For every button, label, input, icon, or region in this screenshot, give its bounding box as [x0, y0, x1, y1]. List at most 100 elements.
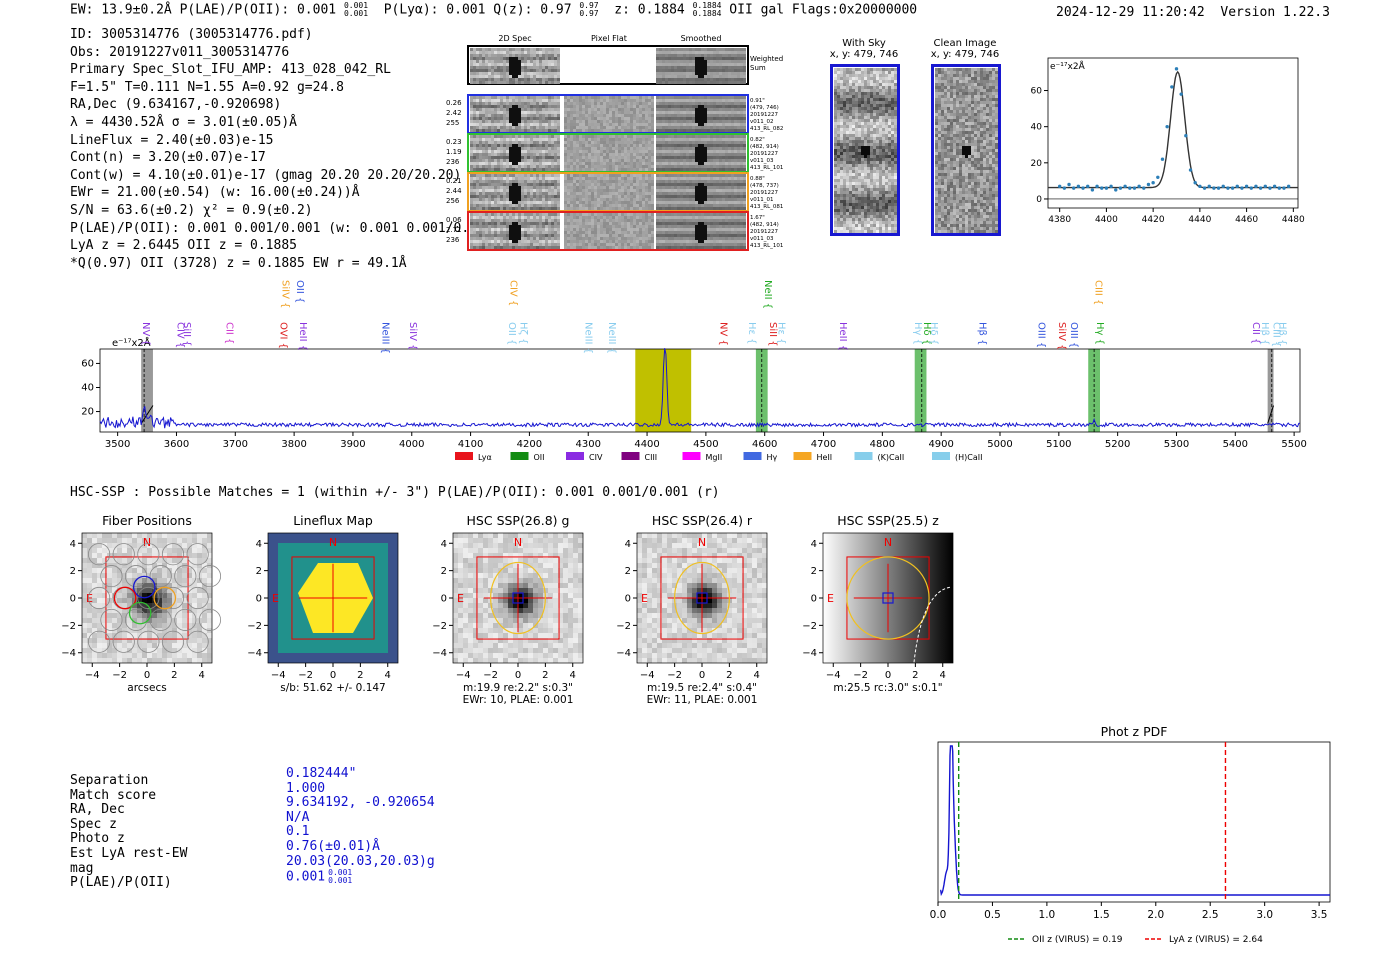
pixel	[548, 165, 551, 168]
pixel	[701, 108, 704, 111]
pixel	[680, 147, 683, 150]
pixel	[707, 144, 710, 147]
pixel	[524, 234, 527, 237]
pixel	[551, 150, 554, 153]
pixel	[533, 246, 536, 249]
pixel	[533, 225, 536, 228]
pixel	[491, 96, 494, 99]
pixel	[476, 78, 479, 81]
pixel	[740, 141, 743, 144]
pixel	[470, 174, 473, 177]
pixel	[509, 117, 512, 120]
row-right-value: 413_RL_101	[750, 165, 783, 171]
pixel	[743, 186, 746, 189]
pixel	[665, 123, 668, 126]
pixel	[642, 180, 645, 183]
pixel	[725, 63, 728, 66]
pixel	[503, 222, 506, 225]
pixel	[627, 174, 630, 177]
pixel	[515, 204, 518, 207]
pixel	[515, 156, 518, 159]
pixel	[725, 108, 728, 111]
pixel	[734, 51, 737, 54]
pixel	[707, 165, 710, 168]
pixel	[491, 219, 494, 222]
pixel	[734, 96, 737, 99]
pixel	[731, 111, 734, 114]
pixel	[645, 234, 648, 237]
pixel	[521, 177, 524, 180]
pixel	[707, 213, 710, 216]
row-pixel-flat	[564, 135, 654, 171]
pixel	[668, 198, 671, 201]
pixel	[651, 165, 654, 168]
pixel	[527, 123, 530, 126]
pixel	[695, 225, 698, 228]
pixel	[500, 219, 503, 222]
pixel	[633, 114, 636, 117]
pixel	[656, 60, 659, 63]
pixel	[576, 129, 579, 132]
pixel	[542, 117, 545, 120]
pixel	[648, 99, 651, 102]
pixel	[473, 81, 476, 84]
pixel	[677, 54, 680, 57]
pixel	[573, 237, 576, 240]
pixel	[570, 219, 573, 222]
pixel	[636, 201, 639, 204]
pixel	[542, 99, 545, 102]
pixel	[567, 168, 570, 171]
pixel	[503, 147, 506, 150]
pixel	[743, 231, 746, 234]
pixel	[548, 186, 551, 189]
pixel	[627, 147, 630, 150]
pixel	[725, 162, 728, 165]
pixel	[707, 75, 710, 78]
pixel	[665, 159, 668, 162]
pixel	[497, 225, 500, 228]
pixel	[570, 126, 573, 129]
pixel	[512, 60, 515, 63]
pixel	[588, 159, 591, 162]
pixel	[659, 72, 662, 75]
pixel	[716, 102, 719, 105]
pixel	[606, 174, 609, 177]
pixel	[656, 126, 659, 129]
pixel	[591, 147, 594, 150]
pixel	[668, 96, 671, 99]
pixel	[722, 138, 725, 141]
pixel	[509, 225, 512, 228]
pixel	[671, 168, 674, 171]
pixel	[704, 192, 707, 195]
pixel	[731, 144, 734, 147]
pixel	[582, 240, 585, 243]
pixel	[570, 183, 573, 186]
pixel	[482, 246, 485, 249]
pixel	[642, 177, 645, 180]
pixel	[725, 114, 728, 117]
pixel	[515, 48, 518, 51]
pixel	[719, 102, 722, 105]
pixel	[506, 147, 509, 150]
pixel	[567, 102, 570, 105]
pixel	[656, 51, 659, 54]
pixel	[515, 81, 518, 84]
pixel	[482, 228, 485, 231]
pixel	[470, 54, 473, 57]
pixel	[524, 72, 527, 75]
pixel	[737, 159, 740, 162]
pixel	[648, 231, 651, 234]
pixel	[485, 120, 488, 123]
pixel	[512, 138, 515, 141]
pixel	[671, 138, 674, 141]
pixel	[509, 51, 512, 54]
pixel	[570, 99, 573, 102]
pixel	[686, 135, 689, 138]
pixel	[621, 195, 624, 198]
pixel	[728, 225, 731, 228]
pixel	[698, 66, 701, 69]
pixel	[695, 81, 698, 84]
pixel	[713, 195, 716, 198]
pixel	[612, 144, 615, 147]
pixel	[740, 51, 743, 54]
